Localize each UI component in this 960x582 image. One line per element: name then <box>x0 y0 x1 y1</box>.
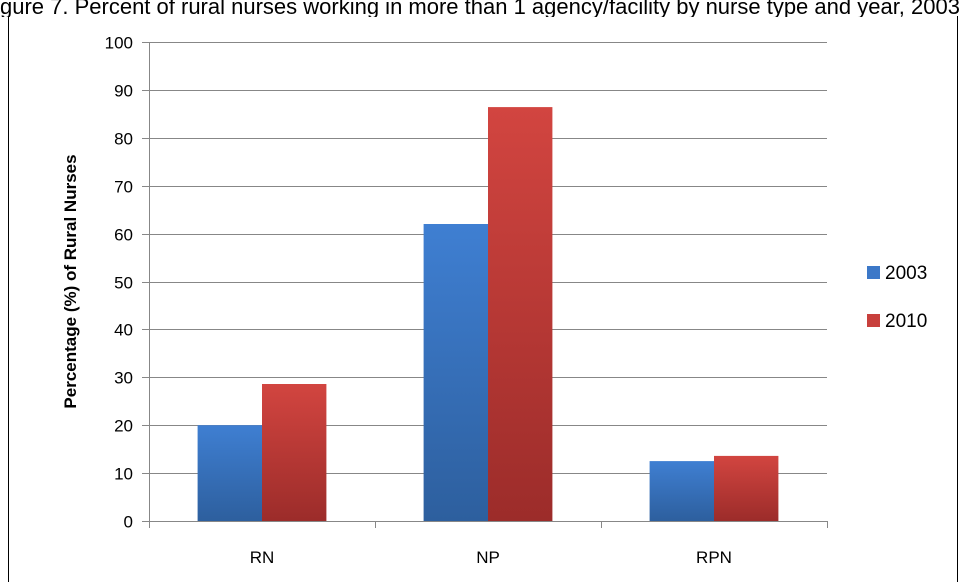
legend: 2003 2010 <box>867 263 927 332</box>
bars <box>197 107 779 521</box>
y-tick-label: 80 <box>114 130 133 149</box>
bar-rpn-2010 <box>714 455 779 521</box>
x-tick-label: NP <box>476 548 500 567</box>
x-tick-label: RN <box>250 548 275 567</box>
x-tick-label: RPN <box>696 548 732 567</box>
legend-label: 2010 <box>885 311 927 332</box>
y-tick-label: 70 <box>114 178 133 197</box>
legend-swatch-2003 <box>867 266 880 279</box>
y-tick-label: 60 <box>114 226 133 245</box>
y-tick-label: 10 <box>114 465 133 484</box>
y-tick-label: 100 <box>105 34 133 53</box>
y-tick-label: 0 <box>124 513 133 532</box>
legend-label: 2003 <box>885 263 927 284</box>
bar-np-2003 <box>423 224 488 521</box>
bar-rn-2003 <box>197 425 262 521</box>
tick-labels: 0 10 20 30 40 50 60 70 80 90 100 RN NP RPN <box>105 34 732 568</box>
y-tick-label: 40 <box>114 321 133 340</box>
figure-caption: gure 7. Percent of rural nurses working … <box>0 0 960 17</box>
y-tick-label: 20 <box>114 417 133 436</box>
axes <box>142 42 828 528</box>
legend-swatch-2010 <box>867 314 880 327</box>
y-axis-label: Percentage (%) of Rural Nurses <box>61 154 80 408</box>
chart-frame <box>8 16 958 582</box>
y-tick-label: 50 <box>114 274 133 293</box>
bar-np-2010 <box>488 107 553 521</box>
bar-rpn-2003 <box>649 461 714 521</box>
y-tick-label: 90 <box>114 82 133 101</box>
bar-rn-2010 <box>262 384 327 521</box>
y-tick-label: 30 <box>114 369 133 388</box>
